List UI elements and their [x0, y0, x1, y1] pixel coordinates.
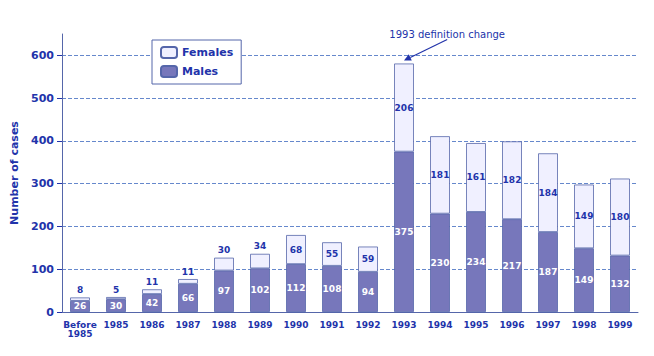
svg-text:8: 8 [77, 285, 83, 295]
svg-text:132: 132 [611, 279, 630, 289]
svg-text:94: 94 [362, 287, 375, 297]
svg-text:100: 100 [31, 263, 54, 276]
svg-text:206: 206 [395, 103, 414, 113]
svg-text:1990: 1990 [283, 320, 308, 330]
svg-text:1989: 1989 [247, 320, 272, 330]
svg-text:1987: 1987 [175, 320, 200, 330]
svg-text:55: 55 [326, 249, 339, 259]
svg-text:600: 600 [31, 49, 54, 62]
svg-text:102: 102 [251, 285, 270, 295]
svg-text:1995: 1995 [463, 320, 488, 330]
svg-text:187: 187 [539, 267, 558, 277]
svg-text:26: 26 [74, 301, 87, 311]
svg-text:59: 59 [362, 254, 375, 264]
svg-text:42: 42 [146, 298, 159, 308]
svg-text:375: 375 [395, 227, 414, 237]
svg-text:1993: 1993 [391, 320, 416, 330]
svg-text:1996: 1996 [499, 320, 524, 330]
svg-text:30: 30 [218, 245, 231, 255]
svg-text:300: 300 [31, 177, 54, 190]
svg-text:68: 68 [290, 245, 303, 255]
svg-text:149: 149 [575, 211, 594, 221]
svg-text:182: 182 [503, 175, 522, 185]
svg-text:1988: 1988 [211, 320, 236, 330]
svg-text:500: 500 [31, 92, 54, 105]
svg-text:11: 11 [182, 267, 195, 277]
svg-text:112: 112 [287, 283, 306, 293]
svg-text:1991: 1991 [319, 320, 344, 330]
svg-text:Females: Females [182, 46, 234, 59]
svg-text:97: 97 [218, 286, 231, 296]
svg-text:230: 230 [431, 258, 450, 268]
svg-text:66: 66 [182, 293, 195, 303]
svg-text:1985: 1985 [103, 320, 128, 330]
svg-text:1985: 1985 [67, 329, 92, 339]
svg-text:180: 180 [611, 212, 630, 222]
svg-text:1994: 1994 [427, 320, 452, 330]
svg-text:1992: 1992 [355, 320, 380, 330]
svg-text:200: 200 [31, 220, 54, 233]
svg-text:Males: Males [182, 65, 219, 78]
svg-text:30: 30 [110, 301, 123, 311]
svg-text:217: 217 [503, 261, 522, 271]
svg-text:184: 184 [539, 188, 558, 198]
svg-text:11: 11 [146, 277, 159, 287]
svg-text:Before: Before [63, 319, 97, 330]
svg-text:0: 0 [46, 306, 54, 319]
svg-text:161: 161 [467, 172, 486, 182]
svg-text:1997: 1997 [535, 320, 560, 330]
svg-text:Number of cases: Number of cases [8, 121, 21, 225]
svg-text:400: 400 [31, 134, 54, 147]
svg-text:108: 108 [323, 284, 342, 294]
svg-text:1998: 1998 [571, 320, 596, 330]
svg-text:34: 34 [254, 241, 267, 251]
svg-text:1999: 1999 [607, 320, 632, 330]
svg-text:181: 181 [431, 170, 450, 180]
svg-text:1993 definition change: 1993 definition change [389, 29, 505, 40]
svg-text:149: 149 [575, 275, 594, 285]
svg-text:234: 234 [467, 257, 486, 267]
svg-text:1986: 1986 [139, 320, 164, 330]
svg-text:5: 5 [113, 285, 119, 295]
